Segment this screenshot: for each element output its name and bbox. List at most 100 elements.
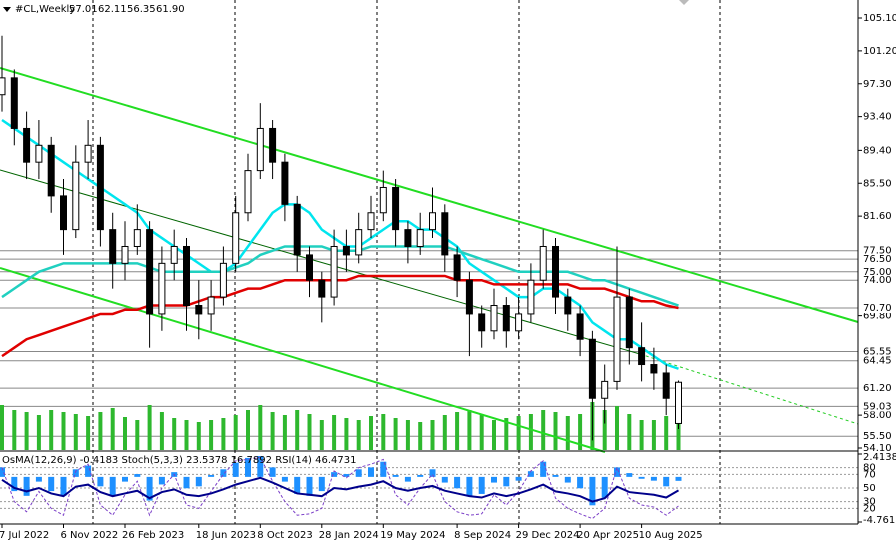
candle-body [441, 212, 449, 256]
osma-bar [650, 476, 657, 481]
volume-bar [24, 412, 29, 450]
osma-bar [269, 467, 276, 477]
volume-bar [405, 420, 410, 450]
volume-bar [12, 410, 17, 450]
osma-bar [663, 476, 670, 487]
candle-body [0, 77, 6, 96]
volume-bar [430, 420, 435, 450]
trend-channel-lower [0, 267, 606, 453]
candle-body [256, 127, 264, 172]
level-label-box [859, 355, 896, 366]
candle-body [244, 170, 252, 214]
y-tick-label: 97.30 [863, 79, 892, 90]
candle-body [146, 229, 154, 315]
volume-bar [455, 412, 460, 450]
osma-bar [515, 476, 522, 481]
volume-bar [528, 414, 533, 450]
y-tick-label: 30 [863, 497, 876, 508]
candle-body [170, 245, 178, 264]
candle-body [23, 127, 31, 163]
candle-body [465, 279, 473, 315]
volume-bar [332, 415, 337, 450]
candle-body [219, 262, 227, 298]
menu-arrow[interactable] [3, 7, 11, 12]
volume-bar [184, 420, 189, 450]
osma-bar [577, 476, 584, 489]
volume-bar [73, 414, 78, 450]
candle-body [35, 144, 43, 163]
osma-bar [220, 469, 227, 477]
axis-labels: 105.10 101.20 97.30 93.40 89.40 85.50 81.60 69.… [0, 13, 896, 541]
volume-bar [61, 412, 66, 450]
volume-bar [246, 410, 250, 450]
level-label-box [859, 431, 896, 442]
volume-bar [319, 420, 324, 450]
level-label-box [859, 383, 896, 394]
osma-bar [183, 476, 190, 489]
y-tick-label: 69.80 [863, 311, 892, 322]
volume-bar [147, 405, 152, 450]
osma-bar [429, 469, 436, 477]
volume-bar [467, 410, 472, 450]
osma-bar [527, 471, 534, 477]
x-tick-label: 29 Dec 2024 [516, 530, 580, 541]
scroll-marker [679, 0, 689, 5]
volume-bar [209, 420, 214, 450]
osma-bar [491, 476, 497, 483]
volume-bar [221, 418, 226, 450]
y-tick-label: 54.10 [863, 443, 892, 454]
volume-bar [110, 408, 115, 450]
volume-bar [344, 418, 349, 450]
symbol: #CL,Weekly [15, 4, 75, 15]
level-label: 76.50 [863, 254, 892, 265]
levels [0, 250, 858, 437]
x-tick-label: 19 May 2024 [380, 530, 445, 541]
osma-bar [343, 474, 350, 477]
candle-body [232, 212, 240, 264]
y-tick-label: 58.00 [863, 410, 892, 421]
volume-bar [627, 414, 632, 450]
osma-bar [146, 476, 153, 501]
volume-bar [418, 422, 423, 450]
candle-body [625, 296, 633, 349]
y-tick-label: 50 [863, 483, 876, 494]
level-label: 55.50 [863, 431, 892, 442]
volume-bar [578, 414, 583, 450]
level-label: 75.00 [863, 267, 892, 278]
osma-bar [97, 476, 104, 487]
osma-bar [318, 476, 325, 492]
volume-bar [553, 412, 558, 450]
candle-body [392, 186, 400, 231]
level-label: 65.55 [863, 346, 892, 357]
osma-bar [294, 476, 301, 494]
level-label: 74.00 [863, 275, 892, 286]
volume-bar [123, 417, 127, 450]
osma-bar [675, 476, 682, 481]
candle-body [207, 296, 215, 315]
candle-body [293, 203, 301, 256]
osma-bar [23, 476, 30, 496]
x-tick-label: 6 Nov 2022 [61, 530, 119, 541]
osma-bar [552, 474, 559, 477]
candle-body [158, 262, 166, 315]
ohlc-high: 62.11 [98, 4, 127, 15]
candle-body [588, 338, 596, 399]
ohlc-open: 57.01 [69, 4, 98, 15]
osma-bar [540, 461, 547, 477]
volume-bar [664, 416, 669, 450]
volume-bar [270, 412, 275, 450]
volume-bar [516, 416, 521, 450]
osma-bar [232, 462, 239, 477]
osma-bar [0, 467, 5, 477]
candle-body [502, 305, 510, 332]
volume-bar [295, 410, 300, 450]
osma-bar [208, 474, 215, 477]
trendlines [0, 67, 859, 453]
x-tick-label: 26 Feb 2023 [122, 530, 184, 541]
candle-body [515, 313, 523, 332]
level-label: 70.70 [863, 303, 892, 314]
y-tick-label: 80 [863, 463, 876, 474]
level-label: 64.45 [863, 356, 892, 367]
trend-mid-ext [639, 353, 859, 425]
